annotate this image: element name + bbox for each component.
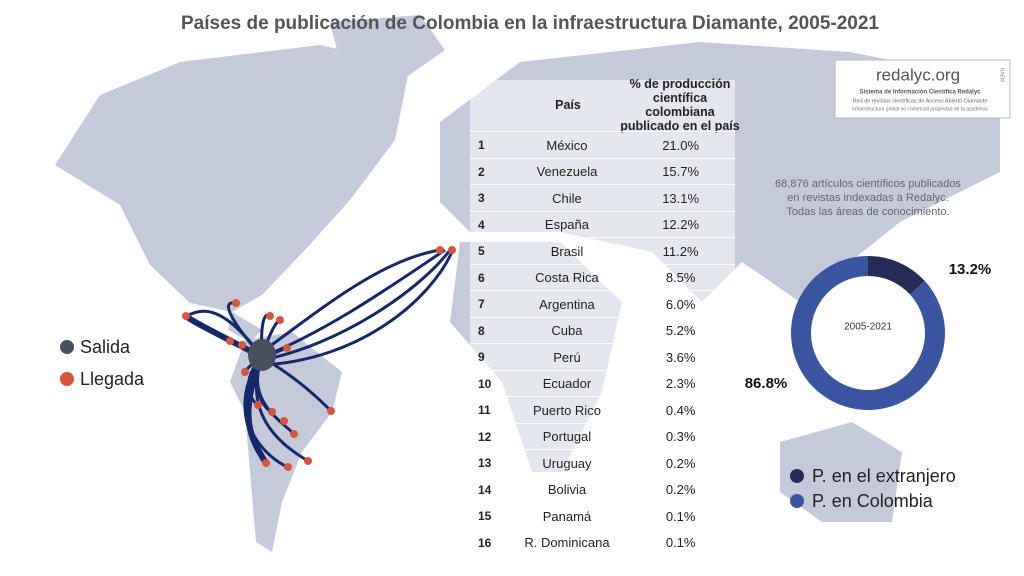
annotation: en revistas indexadas a Redalyc. [787, 192, 948, 204]
data-label: 13.2% [949, 261, 992, 278]
table-cell: 7 [478, 297, 485, 312]
table-cell: Chile [552, 190, 582, 206]
table-cell: Venezuela [536, 164, 598, 180]
table-row: 14 Bolivia 0.2% [470, 475, 735, 504]
table-cell: 2 [478, 164, 485, 179]
table-cell: 3 [478, 191, 485, 206]
table-cell: Panamá [542, 508, 592, 524]
table-cell: 1 [478, 138, 485, 153]
table-cell: 15.7% [662, 164, 700, 180]
table-cell: 4 [478, 217, 485, 232]
table-cell: 6.0% [665, 296, 696, 312]
origin [248, 339, 276, 371]
legend-swatch [790, 469, 804, 483]
table-cell: 3.6% [665, 349, 696, 365]
table-cell: 13 [478, 456, 492, 471]
table-row: 6 Costa Rica 8.5% [470, 263, 735, 292]
table-cell: 9 [478, 350, 485, 365]
table-cell: 16 [478, 535, 492, 550]
table-cell: 0.1% [665, 535, 696, 551]
table-cell: Bolivia [547, 482, 587, 498]
table-row: 4 España 12.2% [470, 210, 735, 239]
table-cell: 0.1% [665, 508, 696, 524]
table-cell: España [544, 217, 589, 233]
table-cell: 6 [478, 270, 485, 285]
table-cell: Cuba [551, 323, 583, 339]
destinations [182, 246, 456, 471]
table-cell: 5 [478, 244, 485, 259]
table-cell: Uruguay [542, 455, 592, 471]
legend-label: Salida [80, 337, 131, 357]
table-cell: 13.1% [662, 190, 700, 206]
table-cell: 21.0% [662, 137, 700, 153]
table-cell: 11.2% [662, 243, 699, 259]
table-cell: Costa Rica [535, 270, 599, 286]
table-row: 3 Chile 13.1% [470, 184, 735, 212]
legend-label: Llegada [80, 369, 145, 389]
center-label: 2005-2021 [844, 322, 892, 333]
logo-line: Infraestructura global no comercial prop… [852, 106, 988, 112]
table-row: 2 Venezuela 15.7% [470, 157, 735, 186]
table-row: 16 R. Dominicana 0.1% [470, 528, 735, 557]
legend-swatch [60, 372, 74, 386]
table-cell: 8 [478, 323, 485, 338]
table-row: 8 Cuba 5.2% [470, 316, 735, 345]
table-row: 11 Puerto Rico 0.4% [470, 396, 735, 424]
table-cell: 14 [478, 482, 492, 497]
table-cell: 10 [478, 376, 492, 391]
legend-swatch [790, 494, 804, 508]
annotation: Todas las áreas de conocimiento. [786, 206, 949, 218]
table-cell: Perú [553, 349, 581, 365]
table-cell: 11 [478, 403, 491, 418]
table-cell: R. Dominicana [524, 535, 610, 551]
table-cell: Argentina [539, 296, 595, 312]
logo-line: Red de revistas científicas de Acceso Ab… [853, 98, 988, 104]
table-cell: 0.2% [665, 455, 696, 471]
table-row: 9 Perú 3.6% [470, 343, 735, 371]
logo-box [834, 59, 1011, 119]
table-cell: 2.3% [665, 376, 696, 392]
table-cell: Brasil [550, 243, 584, 259]
table-cell: Puerto Rico [533, 402, 601, 418]
table-cell: 12 [478, 429, 492, 444]
table-cell: 8.5% [665, 270, 696, 286]
table-row: 15 Panamá 0.1% [470, 502, 735, 530]
legend-swatch [60, 340, 74, 354]
table-cell: 0.3% [665, 429, 696, 445]
table-row: 5 Brasil 11.2% [470, 237, 735, 265]
legend-label: P. en Colombia [812, 491, 934, 511]
table-row: 10 Ecuador 2.3% [470, 369, 735, 398]
table-row: 12 Portugal 0.3% [470, 422, 735, 451]
logo-line: Sistema de Información Científica Redaly… [859, 90, 981, 96]
table-cell: Ecuador [542, 376, 592, 392]
table-cell: 5.2% [665, 323, 696, 339]
table-header: % de producción científica colombiana pu… [620, 77, 740, 133]
table-cell: 0.4% [665, 402, 696, 418]
table-cell: 12.2% [662, 217, 700, 233]
table-cell: Portugal [542, 429, 592, 445]
logo-side: UAEM [999, 68, 1005, 82]
table-row: 13 Uruguay 0.2% [470, 449, 735, 477]
table-row: 7 Argentina 6.0% [470, 290, 735, 318]
table: País % de producción científica colombia… [470, 77, 740, 557]
table-cell: 15 [478, 509, 492, 524]
table-row: 1 México 21.0% [470, 131, 735, 159]
data-label: 86.8% [745, 375, 788, 392]
table-cell: México [546, 137, 588, 153]
donut-slice [868, 256, 925, 295]
logo-name: redalyc.org [876, 65, 960, 84]
annotation: 68,876 artículos científicos publicados [775, 178, 961, 190]
table-header: País [555, 98, 581, 112]
legend-label: P. en el extranjero [812, 466, 956, 486]
table-cell: 0.2% [665, 482, 696, 498]
title: Países de publicación de Colombia en la … [181, 13, 879, 34]
